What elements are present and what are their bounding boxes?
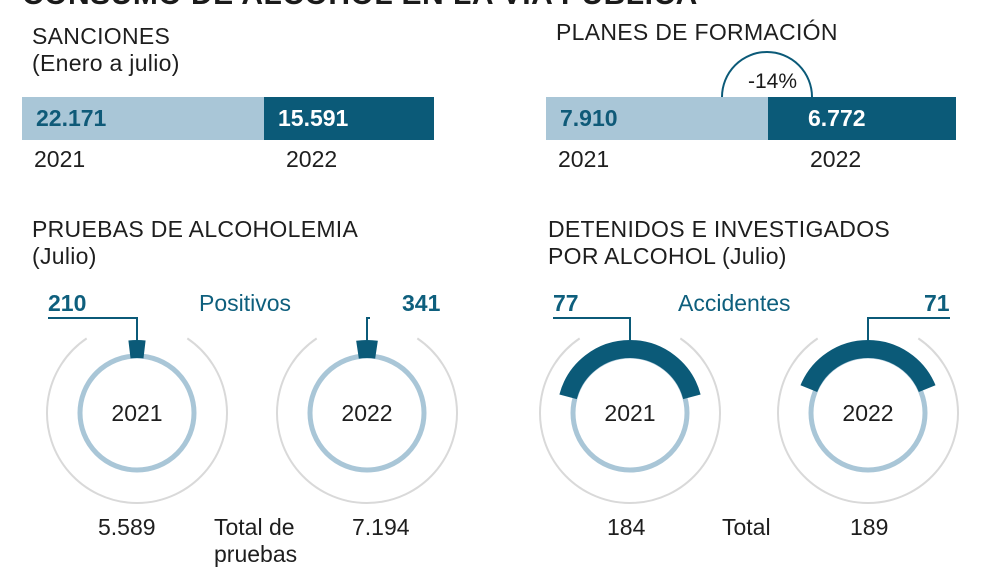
detenidos-total-2022: 189: [850, 514, 888, 541]
detenidos-share-segment-2021: [568, 349, 692, 397]
detenidos-total-2021: 184: [607, 514, 645, 541]
detenidos-accidentes-2021: 77: [553, 290, 579, 317]
detenidos-leader-line-2021: [553, 318, 630, 340]
detenidos-share-segment-2022: [809, 349, 927, 389]
pruebas-series-label: Positivos: [199, 290, 291, 317]
detenidos-year-2021: 2021: [604, 400, 655, 426]
detenidos-leader-line-2022: [868, 318, 950, 340]
detenidos-accidentes-2022: 71: [924, 290, 950, 317]
detenidos-series-label: Accidentes: [678, 290, 791, 317]
detenidos-total-label: Total: [722, 514, 771, 541]
pruebas-total-2022: 7.194: [352, 514, 410, 541]
pruebas-total-label-line2: pruebas: [214, 541, 297, 568]
pruebas-year-2022: 2022: [341, 400, 392, 426]
pruebas-positivos-2021: 210: [48, 290, 86, 317]
pruebas-total-2021: 5.589: [98, 514, 156, 541]
pruebas-year-2021: 2021: [111, 400, 162, 426]
pruebas-leader-line-2022: [367, 318, 370, 340]
detenidos-year-2022: 2022: [842, 400, 893, 426]
pruebas-leader-line-2021: [48, 318, 137, 340]
pruebas-positivos-2022: 341: [402, 290, 440, 317]
pruebas-share-segment-2022: [358, 349, 377, 350]
pruebas-total-label-line1: Total de: [214, 514, 295, 541]
